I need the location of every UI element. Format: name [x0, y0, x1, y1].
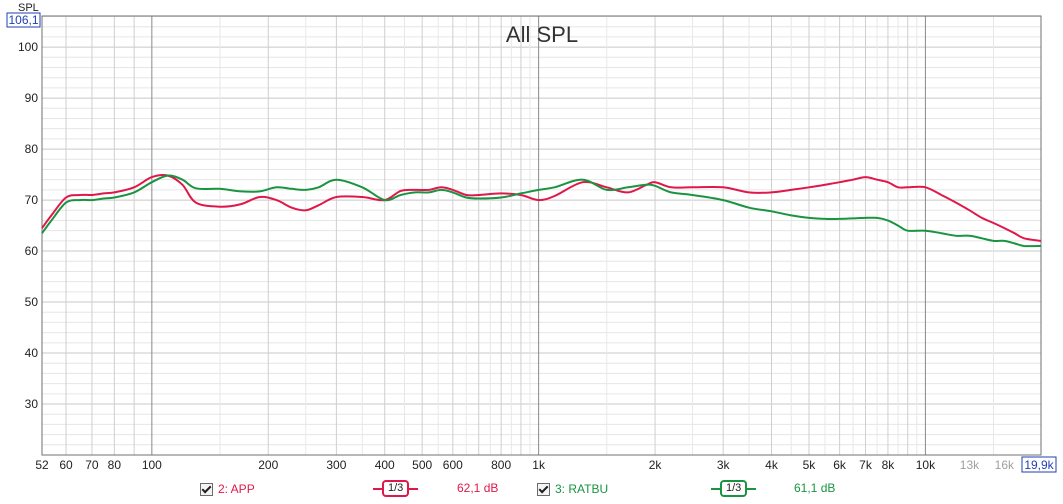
legend-ratbu-level: 61,1 dB	[794, 481, 836, 495]
y-tick-label: 60	[25, 244, 39, 258]
y-max-box	[6, 12, 41, 28]
x-tick-label: 5k	[803, 458, 817, 472]
y-tick-label: 80	[25, 142, 39, 156]
plot-frame	[41, 15, 1042, 456]
legend-ratbu-checkbox[interactable]	[537, 482, 550, 496]
y-tick-label: 30	[25, 397, 39, 411]
y-tick-label: 100	[18, 40, 38, 54]
x-tick-label: 6k	[833, 458, 847, 472]
x-tick-label: 70	[85, 458, 99, 472]
x-max-label: 19,9k	[1024, 458, 1054, 472]
x-tick-label: 3k	[717, 458, 731, 472]
legend-ratbu-label: 3: RATBU	[555, 482, 609, 496]
x-tick-label: 16k	[995, 458, 1015, 472]
legend-item-ratbu: 3: RATBU	[537, 480, 608, 498]
y-tick-label: 90	[25, 91, 39, 105]
x-tick-label: 600	[443, 458, 463, 472]
x-tick-label: 60	[59, 458, 73, 472]
legend-app-level: 62,1 dB	[457, 481, 499, 495]
spl-chart[interactable]: 30 40 50 60 70 80 90 100 52 60 70 80 100 200 300 400 500…	[0, 0, 1063, 478]
legend-item-app: 2: APP	[200, 480, 255, 498]
series-line-3-ratbu	[41, 174, 1042, 248]
x-tick-label: 400	[375, 458, 395, 472]
legend-app-label: 2: APP	[218, 482, 255, 496]
x-tick-label: 800	[491, 458, 511, 472]
x-max-box	[1021, 456, 1057, 473]
x-tick-label: 500	[412, 458, 432, 472]
x-tick-label: 2k	[649, 458, 663, 472]
x-tick-label: 4k	[765, 458, 779, 472]
x-tick-label: 13k	[960, 458, 980, 472]
legend-app-checkbox[interactable]	[200, 482, 213, 496]
chart-title: All SPL	[506, 22, 578, 47]
legend-ratbu-smoothing[interactable]: 1/3	[711, 480, 757, 497]
y-max-label: 106,1	[8, 13, 38, 27]
series-line-2-app	[41, 174, 1042, 242]
x-tick-label: 200	[258, 458, 278, 472]
plot-area	[42, 16, 1041, 455]
legend-app-smoothing[interactable]: 1/3	[373, 480, 419, 497]
x-tick-label: 1k	[532, 458, 546, 472]
x-tick-label: 10k	[916, 458, 936, 472]
y-tick-label: 40	[25, 346, 39, 360]
legend-app-smoothing-label: 1/3	[382, 480, 410, 497]
y-axis-label: SPL	[18, 2, 39, 14]
y-tick-label: 70	[25, 193, 39, 207]
x-tick-label: 300	[326, 458, 346, 472]
x-tick-label: 8k	[882, 458, 896, 472]
x-tick-label: 100	[142, 458, 162, 472]
x-tick-label: 7k	[859, 458, 873, 472]
x-tick-label: 80	[108, 458, 122, 472]
y-tick-label: 50	[25, 295, 39, 309]
x-tick-label: 52	[35, 458, 49, 472]
legend-ratbu-smoothing-label: 1/3	[720, 480, 748, 497]
